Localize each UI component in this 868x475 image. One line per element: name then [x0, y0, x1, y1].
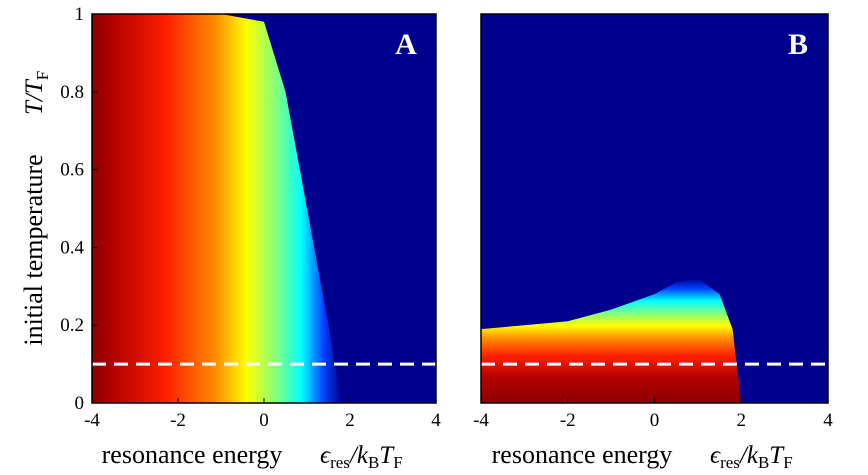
x-tick-label: 4: [431, 410, 441, 431]
x-axis-symbol-a: ϵres/kBTF: [320, 442, 403, 472]
xa-symbol-end: T: [379, 442, 395, 469]
x-tick-label: 0: [259, 410, 269, 431]
panel-b-heat-region: [481, 278, 742, 403]
x-axis-label-b: resonance energy: [492, 440, 673, 469]
xa-symbol-sub1: res: [330, 453, 350, 472]
xa-symbol-sub3: F: [393, 453, 402, 472]
x-tick-label: 2: [737, 410, 747, 431]
x-tick-label: -2: [170, 410, 186, 431]
x-axis-label-a: resonance energy: [102, 440, 283, 469]
xa-symbol-mid: /k: [348, 442, 369, 469]
y-symbol-main: T/T: [21, 78, 48, 115]
y-tick-label: 0: [75, 393, 85, 414]
x-axis-symbol-b: ϵres/kBTF: [710, 442, 793, 472]
x-axis-title-a: resonance energy ϵres/kBTF: [102, 440, 403, 472]
panel-a: A -4 -2 0 2 4 0 0.2 0.4 0.6 0.8 1: [60, 4, 441, 431]
y-tick-label: 0.6: [60, 160, 84, 181]
xb-symbol-end: T: [769, 442, 785, 469]
x-axis-title-b: resonance energy ϵres/kBTF: [492, 440, 793, 472]
xa-symbol-main: ϵ: [320, 442, 331, 469]
y-tick-label: 0.8: [60, 82, 84, 103]
y-symbol-sub: F: [33, 71, 52, 80]
xb-symbol-sub2: B: [758, 453, 769, 472]
x-tick-label: -4: [84, 410, 100, 431]
panel-b-label: B: [788, 28, 808, 61]
x-tick-label: 4: [823, 410, 833, 431]
y-tick-label: 0.2: [60, 315, 84, 336]
y-tick-label: 1: [75, 4, 85, 25]
y-tick-label: 0.4: [60, 237, 84, 258]
panel-b-x-ticks: -4 -2 0 2 4: [473, 398, 833, 431]
x-tick-label: 0: [650, 410, 660, 431]
xb-symbol-sub1: res: [720, 453, 740, 472]
y-axis-label: initial temperature: [19, 154, 48, 345]
panel-a-x-ticks: -4 -2 0 2 4: [84, 398, 441, 431]
xb-symbol-mid: /k: [738, 442, 759, 469]
xb-symbol-sub3: F: [783, 453, 792, 472]
panel-a-heat-region: [92, 14, 342, 403]
x-tick-label: -2: [560, 410, 576, 431]
xa-symbol-sub2: B: [368, 453, 379, 472]
x-tick-label: 2: [345, 410, 355, 431]
panel-a-label: A: [395, 28, 417, 61]
y-axis-title: initial temperature T/TF: [19, 71, 52, 346]
xb-symbol-main: ϵ: [710, 442, 721, 469]
panel-b: B -4 -2 0 2 4: [473, 13, 833, 431]
y-axis-symbol: T/TF: [21, 71, 52, 115]
x-tick-label: -4: [473, 410, 489, 431]
panel-a-y-ticks: 0 0.2 0.4 0.6 0.8 1: [60, 4, 97, 414]
